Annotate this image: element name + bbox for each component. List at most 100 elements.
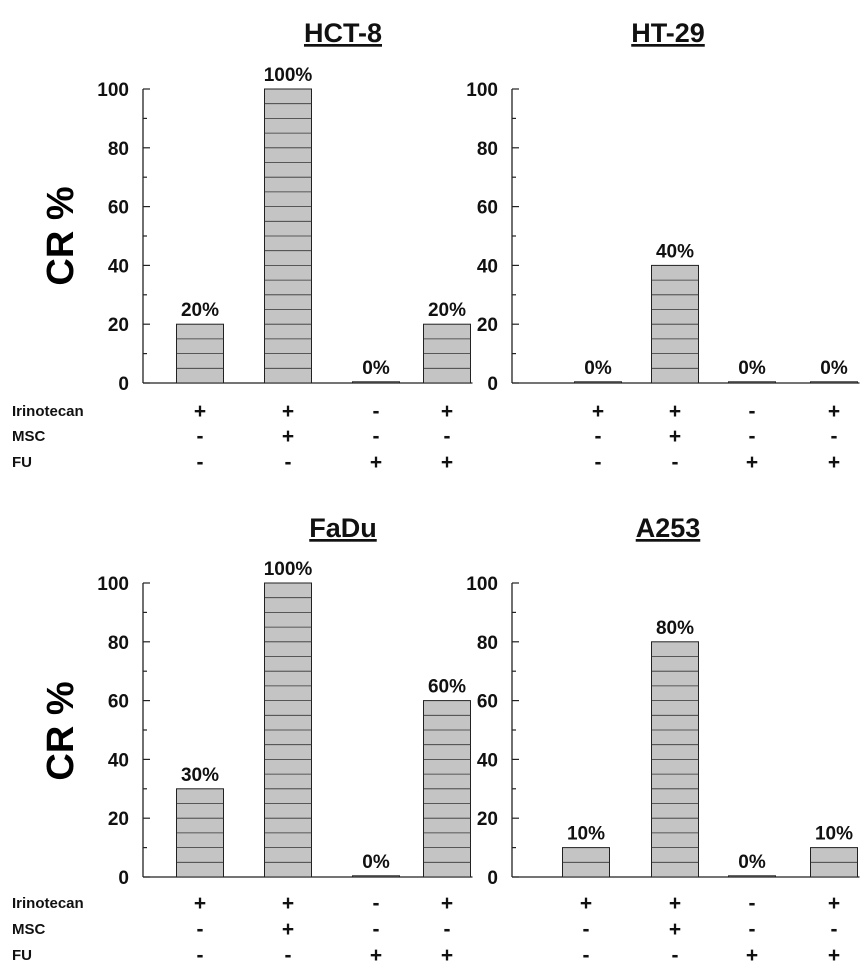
treatment-sign: -	[595, 425, 602, 448]
bar	[352, 381, 400, 384]
y-tick-label: 0	[118, 374, 129, 395]
treatment-sign: +	[194, 400, 206, 423]
data-label: 0%	[584, 358, 612, 379]
treatment-sign: -	[197, 425, 204, 448]
treatment-row-label: FU	[12, 947, 32, 964]
treatment-sign: -	[749, 918, 756, 941]
y-tick-label: 0	[487, 374, 498, 395]
treatment-sign: +	[282, 892, 294, 915]
chart-title: HCT-8	[304, 18, 382, 48]
chart-panel-hct-8: HCT-8 0 20 40 60 80 100 20% 100% 0% 20% Irinotecan +…	[12, 18, 473, 474]
data-label: 20%	[181, 300, 219, 321]
y-tick-label: 40	[477, 256, 498, 277]
data-label: 0%	[820, 358, 848, 379]
treatment-sign: +	[828, 400, 840, 423]
treatment-sign: -	[444, 425, 451, 448]
bar	[352, 875, 400, 878]
data-label: 0%	[362, 852, 390, 873]
data-label: 30%	[181, 765, 219, 786]
y-tick-label: 20	[477, 315, 498, 336]
treatment-sign: +	[746, 451, 758, 474]
treatment-sign: +	[194, 892, 206, 915]
treatment-sign: -	[373, 425, 380, 448]
data-label: 10%	[815, 824, 853, 845]
treatment-sign: -	[749, 892, 756, 915]
treatment-row-label: Irinotecan	[12, 895, 84, 912]
bar	[810, 381, 858, 384]
treatment-sign: +	[828, 892, 840, 915]
chart-title: HT-29	[631, 18, 705, 48]
data-label: 80%	[656, 618, 694, 639]
treatment-sign: -	[595, 451, 602, 474]
treatment-sign: -	[583, 944, 590, 967]
treatment-row-label: MSC	[12, 921, 46, 938]
treatment-sign: +	[441, 892, 453, 915]
y-tick-label: 20	[108, 809, 129, 830]
y-tick-label: 80	[477, 633, 498, 654]
treatment-sign: -	[672, 944, 679, 967]
data-label: 0%	[738, 852, 766, 873]
treatment-sign: -	[373, 892, 380, 915]
treatment-sign: +	[828, 944, 840, 967]
treatment-sign: -	[373, 400, 380, 423]
treatment-sign: +	[669, 918, 681, 941]
y-tick-label: 40	[108, 750, 129, 771]
chart-title: A253	[636, 513, 701, 543]
treatment-sign: -	[749, 400, 756, 423]
y-tick-label: 100	[466, 574, 498, 595]
treatment-row-label: MSC	[12, 428, 46, 445]
treatment-sign: -	[444, 918, 451, 941]
treatment-sign: -	[583, 918, 590, 941]
data-label: 0%	[362, 358, 390, 379]
y-axis-label-bottom: CR %	[40, 681, 82, 780]
y-tick-label: 60	[108, 692, 129, 713]
y-tick-label: 60	[477, 198, 498, 219]
data-label: 20%	[428, 300, 466, 321]
y-tick-label: 80	[477, 139, 498, 160]
treatment-sign: +	[828, 451, 840, 474]
bar	[728, 875, 776, 878]
y-tick-label: 60	[477, 692, 498, 713]
treatment-sign: +	[669, 400, 681, 423]
treatment-sign: -	[197, 944, 204, 967]
data-label: 100%	[264, 559, 313, 580]
data-label: 100%	[264, 65, 313, 86]
treatment-sign: +	[282, 400, 294, 423]
treatment-sign: +	[441, 400, 453, 423]
treatment-sign: -	[749, 425, 756, 448]
treatment-sign: +	[441, 451, 453, 474]
treatment-sign: +	[592, 400, 604, 423]
y-tick-label: 60	[108, 198, 129, 219]
y-axis-label-top: CR %	[40, 186, 82, 285]
treatment-sign: +	[282, 918, 294, 941]
y-tick-label: 20	[477, 809, 498, 830]
treatment-sign: -	[831, 918, 838, 941]
treatment-sign: -	[285, 944, 292, 967]
bar	[574, 381, 622, 384]
treatment-row-label: FU	[12, 454, 32, 471]
y-tick-label: 80	[108, 139, 129, 160]
treatment-sign: -	[197, 451, 204, 474]
y-tick-label: 0	[487, 868, 498, 889]
treatment-sign: -	[285, 451, 292, 474]
treatment-sign: -	[831, 425, 838, 448]
treatment-sign: +	[669, 425, 681, 448]
treatment-sign: -	[373, 918, 380, 941]
chart-panel-fadu: FaDu 0 20 40 60 80 100 30% 100% 0% 60% Irinotecan + +…	[12, 513, 473, 967]
y-tick-label: 100	[97, 574, 129, 595]
y-tick-label: 20	[108, 315, 129, 336]
treatment-sign: +	[580, 892, 592, 915]
y-tick-label: 80	[108, 633, 129, 654]
chart-panel-a253: A253 0 20 40 60 80 100 10% 80% 0% 10% + + - + - + - - - - + +	[466, 513, 860, 967]
treatment-sign: +	[669, 892, 681, 915]
y-tick-label: 40	[477, 750, 498, 771]
treatment-row-label: Irinotecan	[12, 403, 84, 420]
data-label: 60%	[428, 677, 466, 698]
data-label: 10%	[567, 824, 605, 845]
treatment-sign: +	[441, 944, 453, 967]
treatment-sign: +	[746, 944, 758, 967]
data-label: 40%	[656, 241, 694, 262]
treatment-sign: -	[672, 451, 679, 474]
